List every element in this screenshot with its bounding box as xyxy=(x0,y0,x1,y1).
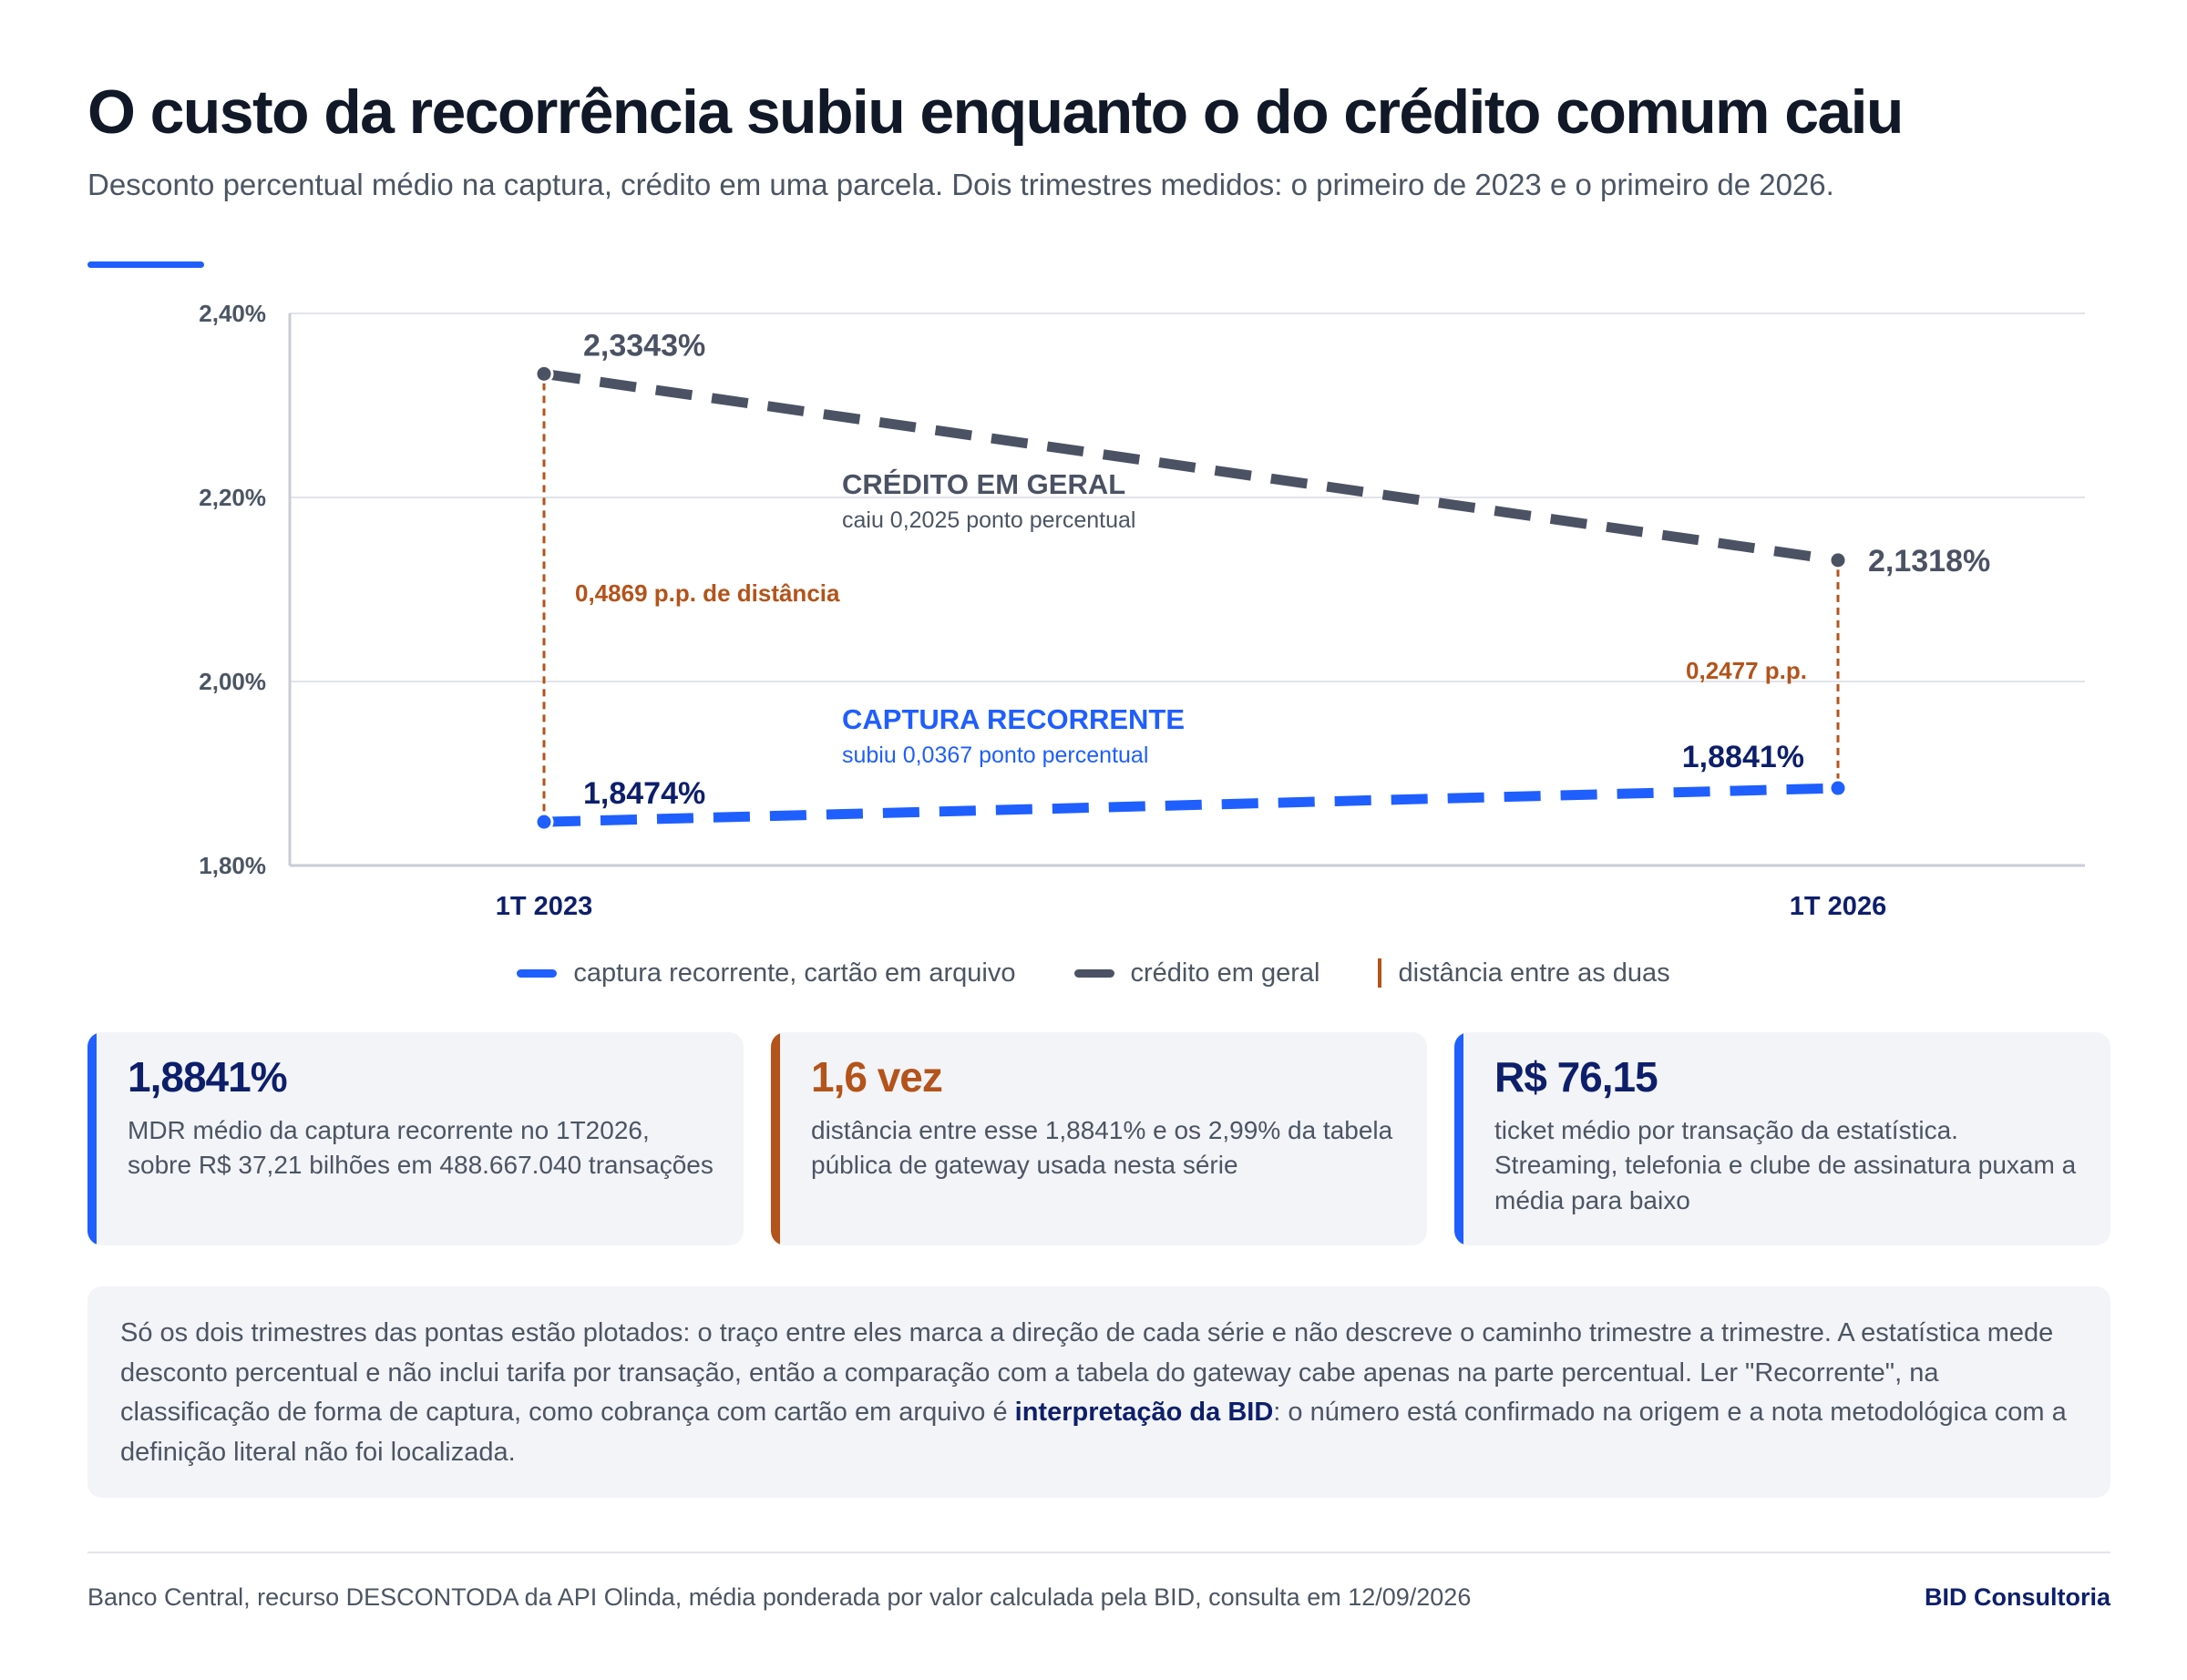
note-text-2: : o número está confirmado na origem e a… xyxy=(120,1398,2067,1467)
legend-label-gap: distância entre as duas xyxy=(1398,958,1670,988)
stat-card-value: R$ 76,15 xyxy=(1494,1053,1658,1101)
data-label-recurring: 1,8841% xyxy=(1682,740,1804,774)
data-point-credit xyxy=(534,364,554,384)
stat-card-mdr: 1,8841% MDR médio da captura recorrente … xyxy=(87,1032,744,1245)
y-tick-label: 1,80% xyxy=(199,852,266,879)
chart-subtitle: Desconto percentual médio na captura, cr… xyxy=(87,168,1834,201)
legend-item-recurring: captura recorrente, cartão em arquivo xyxy=(517,958,1016,989)
gap-label: 0,4869 p.p. de distância xyxy=(575,579,840,607)
data-point-credit xyxy=(1828,550,1848,570)
stat-card-text: ticket médio por transação da estatístic… xyxy=(1494,1115,2077,1214)
stat-card-text: MDR médio da captura recorrente no 1T202… xyxy=(128,1115,714,1180)
legend-swatch-recurring xyxy=(517,968,558,978)
x-tick-label: 1T 2023 xyxy=(496,892,592,921)
series-annotation-sub: caiu 0,2025 ponto percentual xyxy=(842,507,1135,533)
stat-card-ratio: 1,6 vez distância entre esse 1,8841% e o… xyxy=(771,1032,1427,1245)
data-label-credit: 2,1318% xyxy=(1868,544,1990,579)
card-accent-bar xyxy=(87,1032,97,1245)
y-tick-label: 2,20% xyxy=(199,484,266,511)
data-point-recurring xyxy=(534,812,554,832)
series-annotation-sub: subiu 0,0367 ponto percentual xyxy=(842,743,1148,768)
stat-card-value: 1,8841% xyxy=(128,1053,288,1101)
legend-swatch-credit xyxy=(1073,968,1114,978)
legend-item-credit: crédito em geral xyxy=(1073,958,1320,989)
legend-item-gap: distância entre as duas xyxy=(1378,958,1670,989)
card-accent-bar xyxy=(771,1032,780,1245)
chart-title: O custo da recorrência subiu enquanto o … xyxy=(87,77,1904,147)
y-tick-label: 2,40% xyxy=(199,300,266,327)
note-text-1: Só os dois trimestres das pontas estão p… xyxy=(120,1318,2054,1427)
card-accent-bar xyxy=(1454,1032,1463,1245)
methodology-note: Só os dois trimestres das pontas estão p… xyxy=(87,1286,2110,1498)
legend: captura recorrente, cartão em arquivo cr… xyxy=(0,953,2187,993)
gap-label: 0,2477 p.p. xyxy=(1686,657,1807,684)
legend-label-credit: crédito em geral xyxy=(1130,958,1320,988)
stat-card-value: 1,6 vez xyxy=(811,1053,943,1101)
accent-bar xyxy=(87,261,204,268)
data-label-credit: 2,3343% xyxy=(583,328,705,363)
line-chart: 1,80% 2,00% 2,20% 2,40% 1T 2023 1T 2026 2,3343… xyxy=(199,300,2085,921)
data-label-recurring: 1,8474% xyxy=(583,776,705,811)
y-tick-label: 2,00% xyxy=(199,668,266,695)
footer-divider xyxy=(87,1552,2110,1553)
stat-cards: 1,8841% MDR médio da captura recorrente … xyxy=(87,1032,2110,1245)
stat-card-text: distância entre esse 1,8841% e os 2,99% … xyxy=(811,1115,1393,1180)
data-point-recurring xyxy=(1828,778,1848,798)
series-annotation-title: CRÉDITO EM GERAL xyxy=(842,468,1125,500)
x-tick-label: 1T 2026 xyxy=(1790,892,1886,921)
stat-card-ticket: R$ 76,15 ticket médio por transação da e… xyxy=(1454,1032,2110,1245)
legend-label-recurring: captura recorrente, cartão em arquivo xyxy=(573,958,1016,988)
series-line-recurring xyxy=(543,783,1839,827)
footer-brand: BID Consultoria xyxy=(1924,1583,2110,1611)
series-annotation-title: CAPTURA RECORRENTE xyxy=(842,703,1185,735)
series-line-credit xyxy=(543,368,1839,566)
note-emphasis: interpretação da BID xyxy=(1014,1398,1274,1427)
footer-source: Banco Central, recurso DESCONTODA da API… xyxy=(87,1583,1472,1611)
legend-swatch-gap xyxy=(1378,958,1382,988)
